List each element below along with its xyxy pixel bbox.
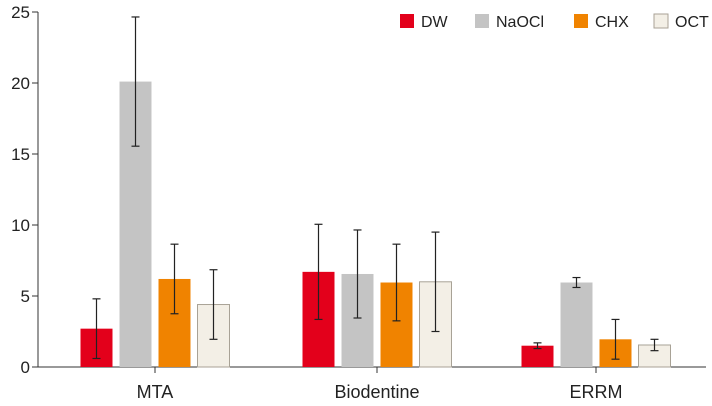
y-tick-label: 25 bbox=[11, 3, 30, 22]
y-tick-label: 15 bbox=[11, 145, 30, 164]
legend-label-chx: CHX bbox=[595, 14, 629, 31]
legend-swatch-chx bbox=[574, 14, 588, 28]
legend-label-naocl: NaOCl bbox=[496, 14, 544, 31]
bar-naocl-errm bbox=[560, 282, 593, 367]
y-tick-label: 0 bbox=[21, 358, 30, 377]
legend-swatch-naocl bbox=[475, 14, 489, 28]
legend-swatch-oct bbox=[653, 13, 669, 29]
error-bars bbox=[92, 16, 659, 360]
x-ticks: MTA Biodentine ERRM bbox=[137, 367, 623, 402]
x-tick-label-biodentine: Biodentine bbox=[334, 382, 419, 402]
legend: DW NaOCl CHX OCT bbox=[400, 13, 709, 31]
legend-swatch-dw bbox=[400, 14, 414, 28]
y-tick-label: 10 bbox=[11, 216, 30, 235]
x-tick-label-errm: ERRM bbox=[570, 382, 623, 402]
y-ticks: 0 5 10 15 20 25 bbox=[11, 3, 38, 377]
legend-label-oct: OCT bbox=[675, 14, 709, 31]
bar-dw-errm bbox=[521, 345, 554, 367]
bars bbox=[80, 81, 671, 368]
legend-label-dw: DW bbox=[421, 14, 449, 31]
x-tick-label-mta: MTA bbox=[137, 382, 174, 402]
y-tick-label: 5 bbox=[21, 287, 30, 306]
y-tick-label: 20 bbox=[11, 74, 30, 93]
